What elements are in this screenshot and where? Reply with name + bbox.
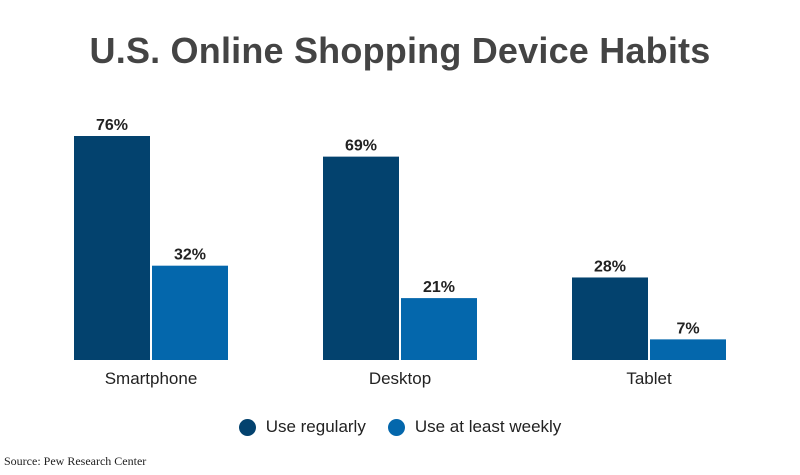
data-label-desktop-series-1: 21% [423,279,455,296]
legend-item-use-regularly: Use regularly [238,417,366,437]
category-label-tablet: Tablet [626,369,672,388]
bar-chart: 76% 32% Smartphone 69% 21% Desktop 28% 7% Tablet [74,117,726,388]
legend-swatch-use-regularly [238,418,256,436]
bar-tablet-series-1 [650,339,726,360]
legend-swatch-use-weekly [387,418,405,436]
legend-item-use-weekly: Use at least weekly [387,417,562,437]
legend: Use regularly Use at least weekly [0,417,800,437]
data-label-tablet-series-1: 7% [676,320,699,337]
source-note: Source: Pew Research Center [4,454,147,468]
category-label-desktop: Desktop [369,369,431,388]
bar-smartphone-series-0 [74,136,150,360]
legend-label-use-regularly: Use regularly [265,417,366,436]
category-label-smartphone: Smartphone [105,369,198,388]
bar-smartphone-series-1 [152,265,228,360]
bar-desktop-series-1 [401,298,477,360]
legend-label-use-weekly: Use at least weekly [414,417,562,436]
data-label-desktop-series-0: 69% [345,138,377,155]
chart-title: U.S. Online Shopping Device Habits [89,30,711,71]
data-label-smartphone-series-0: 76% [96,117,128,134]
bar-tablet-series-0 [572,277,648,360]
data-label-tablet-series-0: 28% [594,258,626,275]
bar-desktop-series-0 [323,156,399,360]
data-label-smartphone-series-1: 32% [174,247,206,264]
